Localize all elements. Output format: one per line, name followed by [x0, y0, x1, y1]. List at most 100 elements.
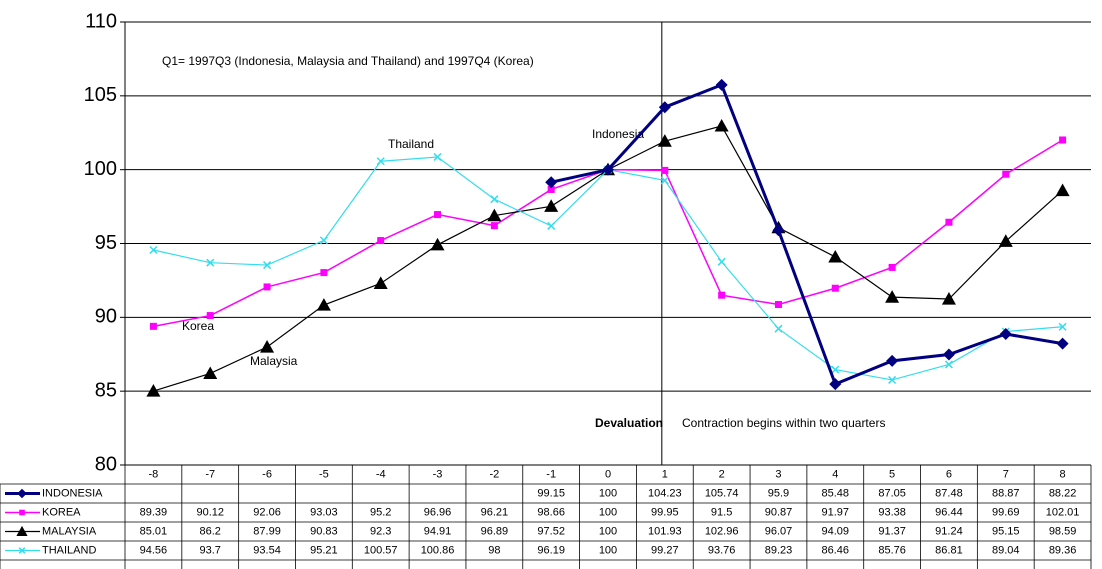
marker: [206, 312, 214, 320]
x-tick-label: 4: [832, 468, 838, 480]
marker: [1055, 183, 1070, 197]
table-cell: 94.09: [822, 525, 850, 537]
table-cell: 91.5: [711, 506, 732, 518]
table-cell: 96.19: [537, 544, 565, 556]
marker: [545, 176, 558, 189]
marker: [941, 292, 956, 305]
table-cell: 100: [599, 525, 617, 537]
table-cell: 85.48: [822, 487, 850, 499]
marker: [661, 166, 669, 174]
table-cell: 105.74: [705, 487, 739, 499]
table-cell: 86.2: [200, 525, 221, 537]
table-cell: 96.96: [424, 506, 452, 518]
annotation: Malaysia: [250, 354, 298, 368]
table-cell: 100: [599, 506, 617, 518]
marker: [320, 269, 328, 277]
legend-marker: [17, 488, 27, 499]
table-cell: 91.37: [878, 525, 906, 537]
table-cell: 90.83: [310, 525, 338, 537]
table-cell: 94.56: [140, 544, 168, 556]
legend-label: INDONESIA: [42, 487, 103, 499]
marker: [998, 234, 1013, 247]
table-cell: 89.36: [1049, 544, 1077, 556]
table-cell: 99.27: [651, 544, 679, 556]
table-cell: 93.76: [708, 544, 736, 556]
table-cell: 93.54: [253, 544, 281, 556]
y-tick-label: 95: [95, 232, 117, 254]
marker: [942, 348, 955, 361]
annotation: Devaluation: [595, 416, 663, 430]
y-tick-label: 110: [85, 10, 117, 32]
marker: [888, 263, 896, 271]
marker: [1058, 322, 1067, 331]
y-tick-label: 85: [95, 379, 117, 401]
marker: [433, 152, 442, 161]
marker: [206, 258, 215, 267]
table-cell: 98: [488, 544, 500, 556]
annotation: Thailand: [388, 137, 434, 151]
marker: [886, 354, 899, 367]
table-cell: 88.87: [992, 487, 1020, 499]
marker: [490, 222, 498, 230]
table-cell: 100: [599, 544, 617, 556]
x-tick-label: 6: [946, 468, 952, 480]
series-line: [550, 82, 1063, 387]
marker: [945, 218, 953, 226]
table-cell: 97.52: [537, 525, 565, 537]
x-tick-label: -5: [319, 468, 329, 480]
table-cell: 96.89: [481, 525, 509, 537]
table-cell: 95.2: [370, 506, 391, 518]
table-cell: 85.76: [878, 544, 906, 556]
marker: [203, 366, 218, 380]
table-cell: 94.91: [424, 525, 452, 537]
table-cell: 86.46: [822, 544, 850, 556]
x-tick-label: 2: [719, 468, 725, 480]
marker: [657, 134, 672, 147]
marker: [831, 284, 839, 292]
marker: [944, 360, 953, 369]
y-tick-label: 105: [84, 84, 117, 106]
table-cell: 98.66: [537, 506, 565, 518]
table-cell: 85.01: [140, 525, 168, 537]
table-cell: 99.15: [537, 487, 565, 499]
y-tick-label: 100: [84, 158, 117, 180]
marker: [660, 176, 669, 185]
x-tick-label: -8: [149, 468, 159, 480]
marker: [430, 237, 445, 251]
x-tick-label: 8: [1060, 468, 1066, 480]
legend-label: MALAYSIA: [42, 525, 97, 537]
table-cell: 93.38: [878, 506, 906, 518]
table-cell: 86.81: [935, 544, 963, 556]
marker: [718, 291, 726, 299]
marker: [658, 101, 671, 114]
legend-label: THAILAND: [42, 544, 96, 556]
marker: [376, 157, 385, 166]
table-cell: 95.21: [310, 544, 338, 556]
annotation: Indonesia: [592, 127, 644, 141]
marker: [434, 211, 442, 219]
marker: [319, 236, 328, 245]
marker: [602, 163, 614, 176]
table-cell: 89.04: [992, 544, 1020, 556]
marker: [885, 290, 900, 303]
marker: [774, 324, 783, 333]
table-cell: 93.7: [200, 544, 221, 556]
marker: [717, 257, 726, 266]
annotation: Korea: [182, 319, 214, 333]
table-cell: 89.39: [140, 506, 168, 518]
x-tick-label: 7: [1003, 468, 1009, 480]
table-cell: 90.12: [196, 506, 224, 518]
legend-label: KOREA: [42, 506, 81, 518]
table-cell: 99.69: [992, 506, 1020, 518]
table-cell: 92.3: [370, 525, 391, 537]
x-tick-label: -7: [205, 468, 215, 480]
table-cell: 90.87: [765, 506, 793, 518]
marker: [149, 322, 157, 330]
marker: [828, 249, 843, 263]
marker: [715, 78, 728, 91]
marker: [149, 245, 158, 255]
x-tick-label: 5: [889, 468, 895, 480]
marker: [490, 195, 499, 204]
table-cell: 102.01: [1046, 506, 1080, 518]
